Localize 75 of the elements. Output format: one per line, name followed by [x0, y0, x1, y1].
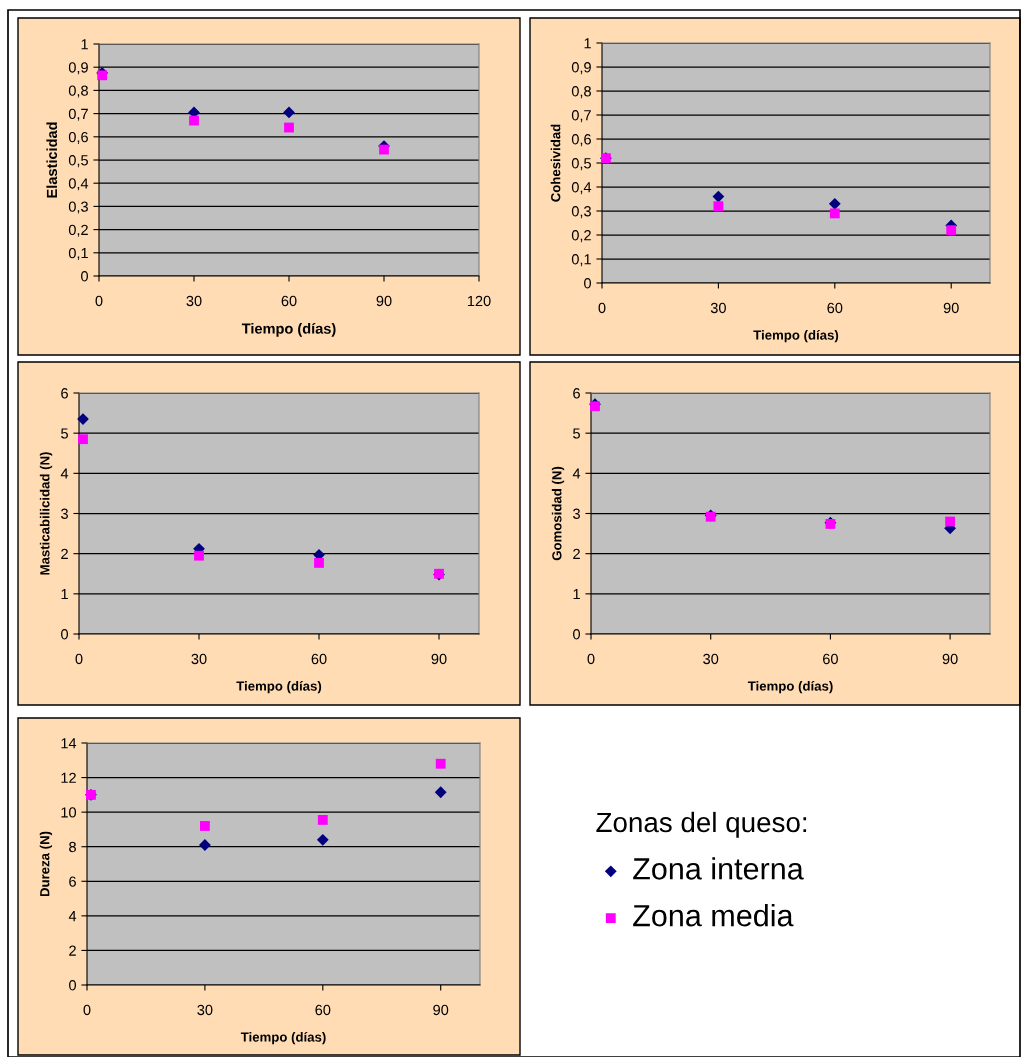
x-tick-label: 90: [942, 653, 958, 665]
y-tick-label: 6: [69, 876, 76, 887]
y-tick-label: 0,3: [68, 201, 88, 214]
y-tick-label: 5: [61, 428, 68, 439]
y-axis-title: Cohesividad: [550, 124, 561, 202]
legend-label: Zona media: [633, 904, 794, 927]
y-tick-label: 2: [69, 945, 76, 956]
y-axis-title: Elasticidad: [46, 122, 58, 198]
y-tick-label: 0,5: [571, 158, 591, 171]
y-tick-label: 0,2: [68, 224, 88, 237]
legend-title: Zonas del queso:: [596, 811, 807, 838]
x-tick-label: 120: [467, 295, 491, 307]
y-tick-label: 0,9: [571, 62, 591, 75]
x-tick-label: 60: [315, 1004, 331, 1016]
x-axis-title: Tiempo (días): [236, 680, 322, 694]
y-axis-title: Dureza (N): [39, 831, 53, 897]
y-tick-label: 0,6: [68, 131, 88, 144]
y-tick-label: 5: [573, 428, 580, 439]
y-tick-label: 0: [69, 980, 77, 991]
x-tick-label: 30: [186, 295, 202, 307]
y-tick-label: 2: [61, 548, 68, 559]
y-tick-label: 14: [61, 738, 77, 749]
x-tick-label: 60: [827, 302, 843, 314]
y-tick-label: 8: [69, 841, 76, 853]
x-tick-label: 90: [433, 1004, 449, 1016]
y-tick-label: 3: [573, 508, 580, 519]
x-tick-label: 0: [598, 302, 606, 314]
x-axis-title: Tiempo (días): [241, 322, 336, 337]
y-tick-label: 0,1: [571, 254, 591, 267]
y-tick-label: 0,3: [571, 206, 591, 219]
y-tick-label: 0,8: [571, 86, 591, 99]
y-tick-label: 6: [573, 388, 580, 399]
x-tick-label: 30: [191, 653, 207, 665]
y-tick-label: 4: [68, 911, 77, 922]
y-tick-label: 0,2: [571, 230, 591, 243]
y-tick-label: 0,1: [68, 247, 88, 260]
y-tick-label: 0: [81, 271, 89, 282]
y-tick-label: 12: [61, 772, 76, 783]
y-tick-label: 0,6: [571, 134, 591, 147]
y-tick-label: 0: [584, 278, 592, 289]
y-tick-label: 0,8: [68, 85, 88, 98]
x-tick-label: 30: [710, 302, 726, 314]
y-tick-label: 3: [61, 508, 68, 519]
y-tick-label: 6: [61, 388, 68, 399]
y-tick-label: 4: [572, 468, 581, 479]
x-tick-label: 90: [376, 295, 392, 307]
x-tick-label: 90: [431, 653, 447, 665]
y-tick-label: 2: [573, 548, 580, 559]
y-tick-label: 4: [60, 468, 69, 479]
x-tick-label: 60: [311, 653, 327, 665]
x-tick-label: 30: [703, 653, 719, 665]
x-tick-label: 60: [281, 295, 297, 307]
x-axis-title: Tiempo (días): [753, 329, 839, 343]
x-axis-title: Tiempo (días): [747, 680, 833, 694]
y-tick-label: 0,4: [68, 178, 89, 191]
y-tick-label: 0,7: [571, 110, 591, 123]
y-tick-label: 0,7: [68, 108, 88, 121]
y-tick-label: 1: [81, 39, 88, 50]
y-axis-title: Masticabilicidad (N): [39, 452, 53, 575]
y-tick-label: 1: [584, 38, 591, 49]
y-tick-label: 10: [61, 807, 77, 818]
y-tick-label: 1: [573, 589, 580, 600]
legend-label: Zona interna: [633, 857, 804, 880]
y-tick-label: 0: [61, 629, 69, 640]
y-axis-title: Gomosidad (N): [551, 466, 565, 561]
x-axis-title: Tiempo (días): [240, 1031, 326, 1045]
x-tick-label: 30: [197, 1004, 213, 1016]
x-tick-label: 90: [943, 302, 959, 314]
y-tick-label: 0: [573, 629, 581, 640]
y-tick-label: 0,5: [68, 155, 88, 168]
x-tick-label: 0: [95, 295, 103, 307]
y-tick-label: 1: [61, 589, 68, 600]
x-tick-label: 60: [823, 653, 838, 665]
y-tick-label: 0,9: [68, 62, 88, 75]
y-tick-label: 0,4: [571, 182, 592, 195]
